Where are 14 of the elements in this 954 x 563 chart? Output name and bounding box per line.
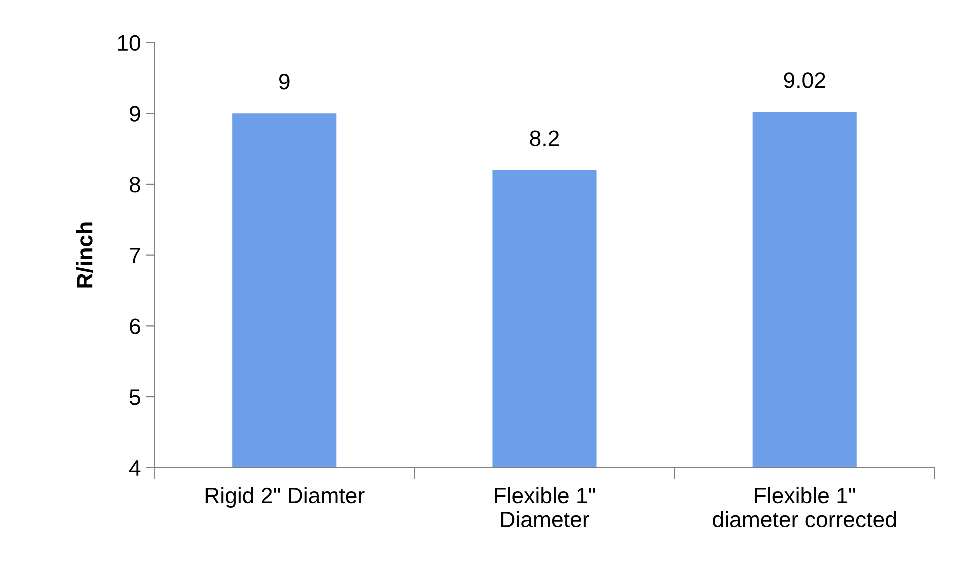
y-tick-label: 4 <box>130 460 141 476</box>
data-label: 9 <box>279 74 290 90</box>
y-tick-label: 6 <box>130 318 140 334</box>
y-tick-label: 9 <box>130 106 140 122</box>
y-tick-label: 8 <box>130 177 140 193</box>
data-label: 9.02 <box>784 72 826 88</box>
x-tick-label: Rigid 2" Diamter <box>206 487 365 508</box>
x-tick-label: Flexible 1" diameter corrected <box>713 487 896 528</box>
y-tick-label: 7 <box>130 248 140 264</box>
y-axis-title: R/inch <box>76 222 94 288</box>
y-tick-label: 5 <box>130 390 140 406</box>
data-label: 8.2 <box>530 130 560 146</box>
x-tick-label: Flexible 1" Diameter <box>495 487 596 528</box>
y-tick-label: 10 <box>118 35 140 52</box>
